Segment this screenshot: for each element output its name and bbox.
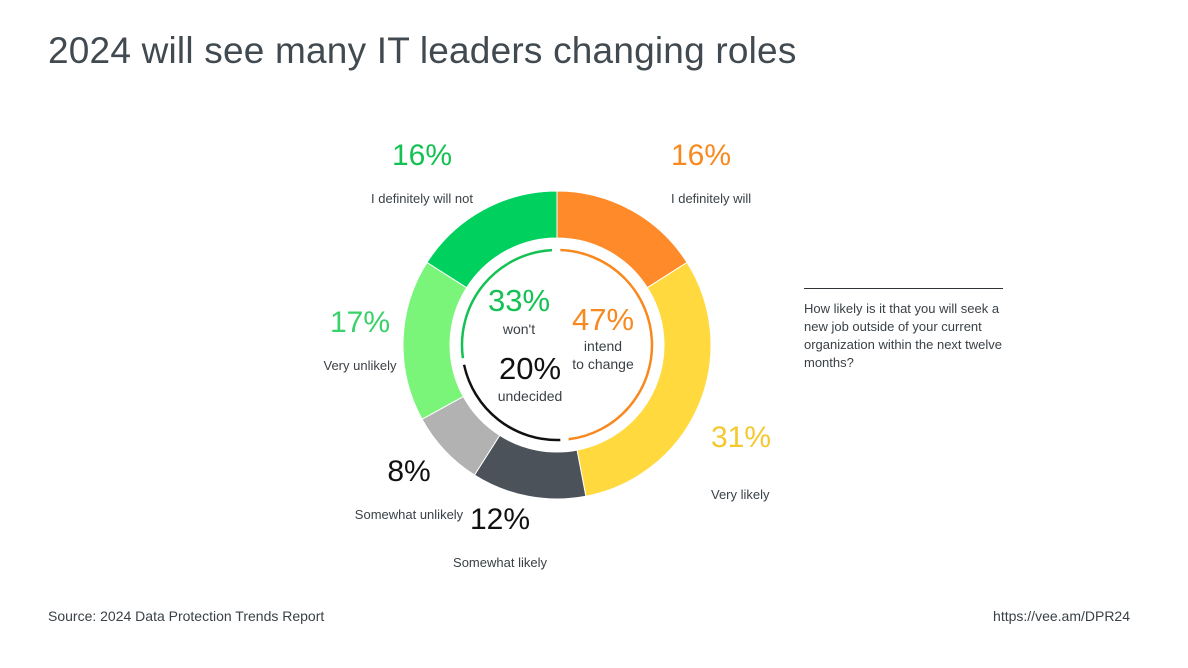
source-note: Source: 2024 Data Protection Trends Repo… (48, 608, 325, 624)
category-label-i-definitely-will: I definitely will (671, 191, 751, 206)
value-label-somewhat-likely: 12% (470, 503, 530, 536)
category-label-very-unlikely: Very unlikely (324, 358, 397, 373)
value-label-very-unlikely: 17% (330, 306, 390, 339)
source-url: https://vee.am/DPR24 (993, 608, 1130, 624)
slice-i-definitely-will-not (426, 190, 558, 289)
slice-i-definitely-will (556, 190, 688, 289)
value-label-i-definitely-will: 16% (671, 139, 731, 172)
survey-question: How likely is it that you will seek a ne… (804, 301, 1003, 370)
group-label-intend-2: to change (572, 356, 634, 372)
category-label-very-likely: Very likely (711, 487, 770, 502)
category-label-i-definitely-will-not: I definitely will not (371, 191, 473, 206)
category-label-somewhat-likely: Somewhat likely (453, 555, 547, 570)
group-value-undecided: 20% (499, 351, 561, 386)
donut-slices (402, 190, 712, 500)
group-label-undecided: undecided (498, 388, 563, 404)
group-value-intend: 47% (572, 302, 634, 337)
group-arcs (460, 248, 654, 442)
arc-undecided (462, 364, 561, 442)
category-label-somewhat-unlikely: Somewhat unlikely (355, 507, 464, 522)
question-divider (804, 288, 1003, 289)
group-label-intend-1: intend (584, 338, 622, 354)
value-label-i-definitely-will-not: 16% (392, 139, 452, 172)
slice-very-likely (576, 261, 712, 497)
arc-wont (460, 248, 553, 359)
page-title: 2024 will see many IT leaders changing r… (48, 30, 797, 71)
group-label-wont: won't (502, 321, 535, 337)
value-label-somewhat-unlikely: 8% (387, 455, 430, 488)
arc-intend-to-change (560, 248, 654, 441)
slice-labels: 16% I definitely will 31% Very likely 12% Som… (324, 139, 772, 570)
group-labels: 33% won't 47% intend to change 20% undec… (488, 283, 634, 404)
value-label-very-likely: 31% (711, 421, 771, 454)
group-value-wont: 33% (488, 283, 550, 318)
slice-very-unlikely (402, 261, 468, 420)
